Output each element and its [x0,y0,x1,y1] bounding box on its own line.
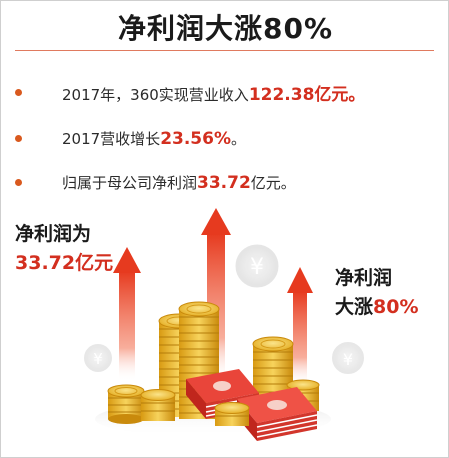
up-arrow-icon [113,247,141,381]
coin-stack [140,389,176,421]
bullet-revenue: 2017年，360实现营业收入122.38亿元。 [15,80,365,105]
bullet-prefix: 归属于母公司净利润 [62,173,198,192]
bullet-dot [15,88,22,96]
yen-symbol: ¥ [250,255,264,280]
growth-line: 大涨80% [335,292,419,319]
growth-prefix: 大涨 [335,296,374,318]
bullet-prefix: 2017年，360实现营业收入 [62,85,249,104]
net-profit-note: 净利润为 33.72亿元 [15,219,113,275]
net-profit-label: 净利润为 [15,223,92,245]
bullet-profit: 归属于母公司净利润33.72亿元。 [15,170,296,194]
yen-symbol: ¥ [93,350,103,368]
coin-stack [107,384,145,424]
bullet-prefix: 2017营收增长 [62,129,161,148]
bullet-suffix: 亿元。 [250,173,296,192]
bullet-highlight: 122.38 [248,84,315,105]
yen-symbol: ¥ [343,350,353,369]
bullet-dot [15,178,22,186]
bullet-highlight: 23.56% [160,128,231,149]
yen-coin-icon: ¥ [84,344,112,372]
growth-label: 净利润 [335,267,393,289]
up-arrow-icon [287,267,313,386]
bullet-highlight: 33.72 [197,172,251,193]
coin-stack [252,336,294,400]
bullet-text: 2017营收增长23.56%。 [62,128,246,149]
bullet-text: 2017年，360实现营业收入122.38亿元。 [62,80,365,105]
yen-coin-icon: ¥ [332,342,364,374]
coin-stack [214,402,250,426]
yen-coin-icon: ¥ [235,244,279,288]
bullet-text: 归属于母公司净利润33.72亿元。 [62,172,296,193]
net-profit-value: 33.72亿元 [15,252,114,274]
bullet-suffix: 。 [231,129,247,148]
title-divider [15,50,434,51]
bullet-suffix: 亿元。 [314,84,366,105]
bullet-growth: 2017营收增长23.56%。 [15,126,246,150]
bullet-dot [15,134,22,142]
growth-note: 净利润 大涨80% [335,263,419,319]
page-title: 净利润大涨80% [117,12,334,45]
growth-percent: 80% [373,296,419,318]
